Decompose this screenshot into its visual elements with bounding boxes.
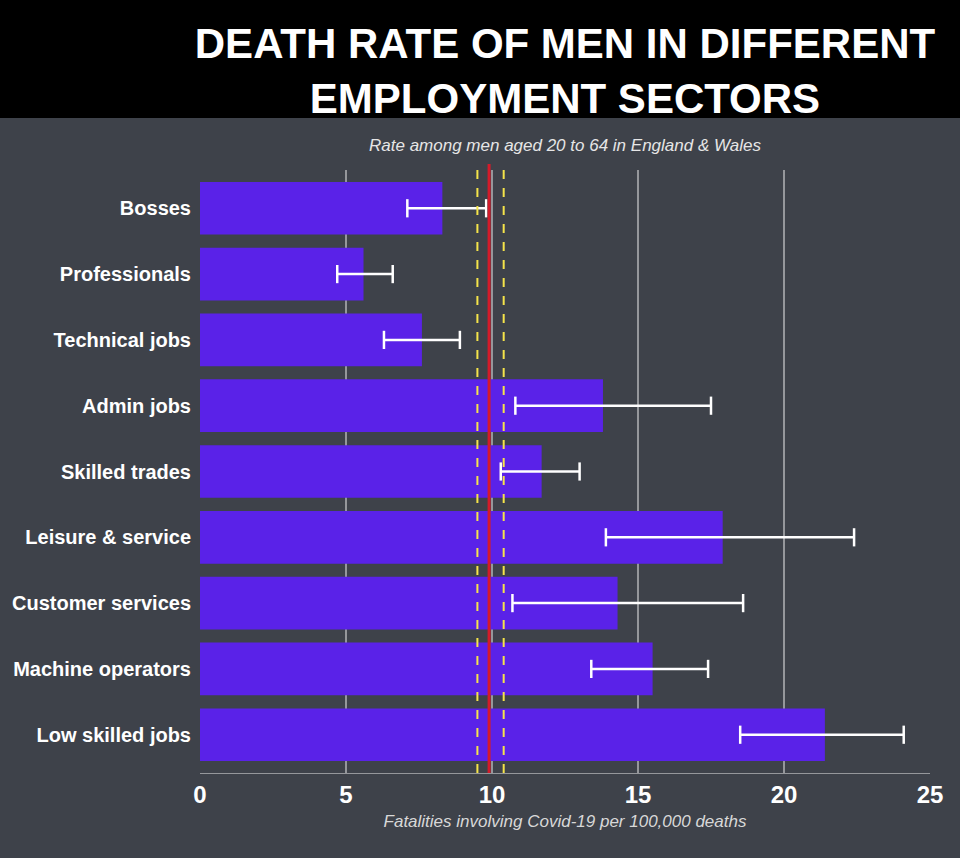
svg-text:15: 15 [625, 781, 652, 808]
svg-text:Technical jobs: Technical jobs [54, 329, 191, 351]
svg-text:20: 20 [771, 781, 798, 808]
svg-text:Leisure & service: Leisure & service [25, 526, 191, 548]
svg-text:Rate among men aged 20 to 64 i: Rate among men aged 20 to 64 in England … [369, 136, 761, 155]
svg-text:Fatalities involving Covid-19: Fatalities involving Covid-19 per 100,00… [384, 812, 747, 831]
svg-text:Professionals: Professionals [60, 263, 191, 285]
svg-text:25: 25 [917, 781, 944, 808]
svg-text:0: 0 [193, 781, 206, 808]
svg-text:5: 5 [339, 781, 352, 808]
svg-text:DEATH RATE OF MEN IN DIFFERENT: DEATH RATE OF MEN IN DIFFERENTEMPLOYMENT… [195, 20, 936, 122]
svg-text:Skilled trades: Skilled trades [61, 461, 191, 483]
svg-text:Admin jobs: Admin jobs [82, 395, 191, 417]
svg-text:Customer services: Customer services [12, 592, 191, 614]
svg-text:Machine operators: Machine operators [13, 658, 191, 680]
svg-text:Low skilled jobs: Low skilled jobs [37, 724, 191, 746]
svg-text:10: 10 [479, 781, 506, 808]
svg-text:Bosses: Bosses [120, 197, 191, 219]
